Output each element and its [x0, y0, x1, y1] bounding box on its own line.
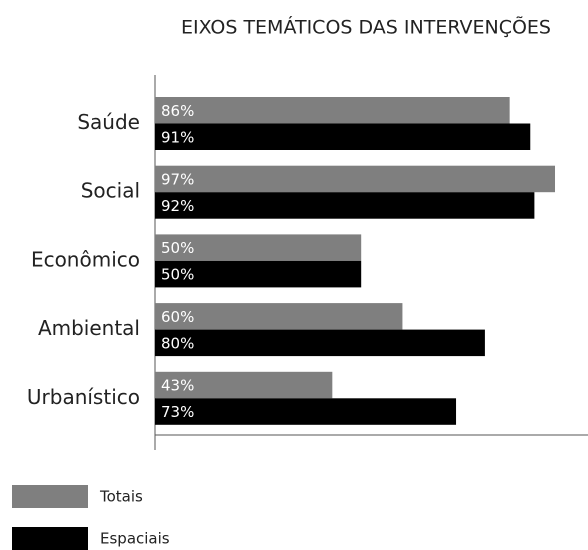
category-label: Urbanístico	[27, 385, 140, 409]
value-label: 50%	[161, 239, 194, 257]
value-label: 91%	[161, 128, 194, 146]
bar	[155, 398, 457, 425]
value-label: 73%	[161, 403, 194, 421]
legend-label: Espaciais	[100, 530, 170, 548]
bar	[155, 123, 531, 150]
value-label: 92%	[161, 197, 194, 215]
legend-swatch	[12, 485, 88, 508]
bar	[155, 165, 556, 193]
chart-title: EIXOS TEMÁTICOS DAS INTERVENÇÕES	[181, 16, 551, 39]
legend-swatch	[12, 527, 88, 550]
category-label: Ambiental	[38, 316, 140, 340]
bar	[155, 192, 535, 219]
value-label: 97%	[161, 170, 194, 188]
bar	[155, 97, 510, 124]
category-label: Saúde	[77, 110, 140, 134]
value-label: 86%	[161, 102, 194, 120]
value-label: 50%	[161, 266, 194, 284]
bar	[155, 234, 362, 261]
bar	[155, 260, 362, 288]
category-label: Econômico	[31, 247, 140, 271]
bar	[155, 303, 403, 330]
value-label: 80%	[161, 334, 194, 352]
value-label: 60%	[161, 308, 194, 326]
bar	[155, 329, 485, 357]
category-label: Social	[81, 179, 140, 203]
legend-label: Totais	[99, 488, 143, 506]
bar	[155, 371, 333, 399]
value-label: 43%	[161, 377, 194, 395]
